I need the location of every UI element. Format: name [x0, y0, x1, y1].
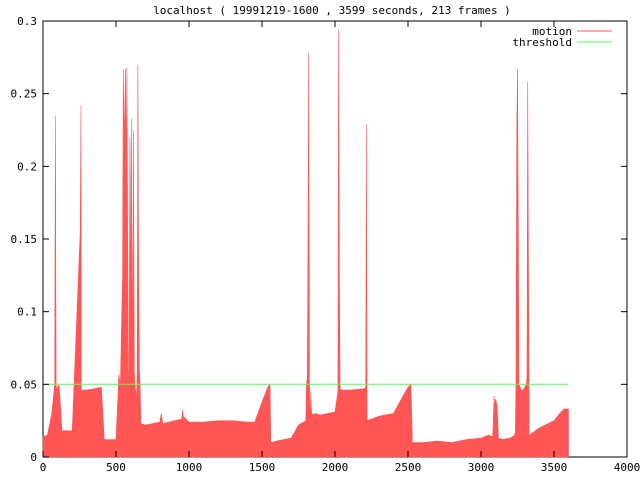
y-tick-label: 0.2	[17, 160, 37, 173]
y-axis: 0 0.05 0.1 0.15 0.2 0.25 0.3	[11, 15, 627, 464]
x-tick-label: 2500	[395, 461, 422, 474]
x-tick-label: 1500	[249, 461, 276, 474]
x-tick-label: 3500	[541, 461, 568, 474]
x-tick-label: 4000	[614, 461, 640, 474]
x-tick-label: 2000	[322, 461, 349, 474]
y-tick-label: 0.05	[11, 378, 38, 391]
plot-area: 0 500 1000 1500 2000 2500 3000 3500 4000 0 0.05 0.…	[11, 15, 640, 474]
legend-item-motion: motion	[532, 25, 612, 38]
y-tick-label: 0.1	[17, 306, 37, 319]
legend-label-motion: motion	[532, 25, 572, 38]
x-tick-label: 0	[40, 461, 47, 474]
series-motion	[42, 29, 569, 458]
legend: motion threshold	[512, 25, 612, 49]
x-axis: 0 500 1000 1500 2000 2500 3000 3500 4000	[40, 21, 640, 474]
series-layer	[42, 29, 569, 458]
y-tick-label: 0.3	[17, 15, 37, 28]
y-tick-label: 0.15	[11, 233, 38, 246]
x-tick-label: 3000	[468, 461, 495, 474]
legend-item-threshold: threshold	[512, 36, 612, 49]
y-tick-label: 0	[30, 451, 37, 464]
chart-title: localhost ( 19991219-1600 , 3599 seconds…	[153, 4, 511, 17]
x-tick-label: 500	[106, 461, 126, 474]
legend-label-threshold: threshold	[512, 36, 572, 49]
x-tick-label: 1000	[176, 461, 203, 474]
y-tick-label: 0.25	[11, 88, 38, 101]
